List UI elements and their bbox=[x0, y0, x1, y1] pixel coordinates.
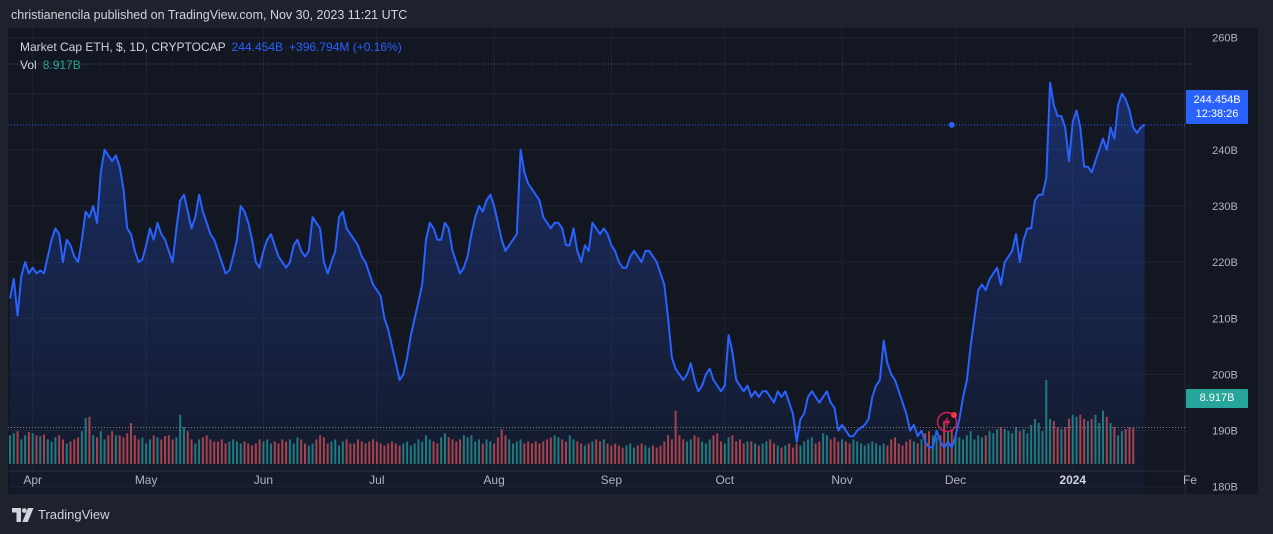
x-axis-tick-label: Jul bbox=[369, 473, 384, 487]
legend-change: +396.794M (+0.16%) bbox=[289, 40, 402, 54]
y-axis-tick-label: 200B bbox=[1212, 369, 1238, 381]
x-axis-tick-label: Jun bbox=[254, 473, 273, 487]
chart-legend: Market Cap ETH, $, 1D, CRYPTOCAP 244.454B… bbox=[20, 39, 402, 75]
last-price-dot bbox=[947, 120, 956, 129]
market-cap-chart[interactable]: 260B250B240B230B220B210B200B190B180B Apr… bbox=[8, 28, 1258, 494]
legend-title[interactable]: Market Cap ETH, $, 1D, CRYPTOCAP bbox=[20, 40, 226, 54]
x-axis-tick-label: Nov bbox=[831, 473, 852, 487]
y-axis-tick-label: 220B bbox=[1212, 257, 1238, 269]
price-area-fill bbox=[10, 82, 1145, 494]
last-price-value: 244.454B bbox=[1193, 94, 1241, 106]
legend-last-value: 244.454B bbox=[231, 40, 284, 54]
legend-vol-value: 8.917B bbox=[42, 58, 81, 72]
y-axis-tick-label: 240B bbox=[1212, 145, 1238, 157]
x-axis-tick-label: Sep bbox=[601, 473, 623, 487]
y-axis-tick-label: 260B bbox=[1212, 33, 1238, 45]
x-axis-tick-label: May bbox=[135, 473, 158, 487]
price-line bbox=[9, 81, 1146, 449]
footer-brand: TradingView bbox=[38, 507, 110, 522]
x-axis-tick-label: Oct bbox=[715, 473, 734, 487]
publish-info: christianencila published on TradingView… bbox=[11, 8, 408, 22]
y-axis-tick-label: 190B bbox=[1212, 426, 1238, 438]
volume-bar bbox=[943, 420, 946, 464]
legend-vol-label[interactable]: Vol bbox=[20, 58, 37, 72]
y-axis-tick-label: 180B bbox=[1212, 482, 1238, 494]
x-axis-tick-label: Aug bbox=[483, 473, 504, 487]
y-axis-tick-label: 210B bbox=[1212, 313, 1238, 325]
lightning-icon[interactable] bbox=[936, 411, 958, 433]
chart-panel[interactable]: 260B250B240B230B220B210B200B190B180B Apr… bbox=[8, 28, 1258, 494]
y-axis-tick-label: 230B bbox=[1212, 201, 1238, 213]
x-axis-tick-label: 2024 bbox=[1059, 473, 1086, 487]
tradingview-logo-icon bbox=[12, 507, 34, 522]
x-axis-tick-label: Apr bbox=[23, 473, 42, 487]
x-axis-tick-label: Fe bbox=[1183, 473, 1197, 487]
tradingview-logo[interactable]: TradingView bbox=[12, 507, 110, 522]
bar-countdown: 12:38:26 bbox=[1195, 108, 1239, 120]
x-axis-tick-label: Dec bbox=[945, 473, 966, 487]
last-price-label: 244.454B 12:38:26 bbox=[1186, 90, 1248, 124]
last-volume-label: 8.917B bbox=[1186, 389, 1248, 408]
